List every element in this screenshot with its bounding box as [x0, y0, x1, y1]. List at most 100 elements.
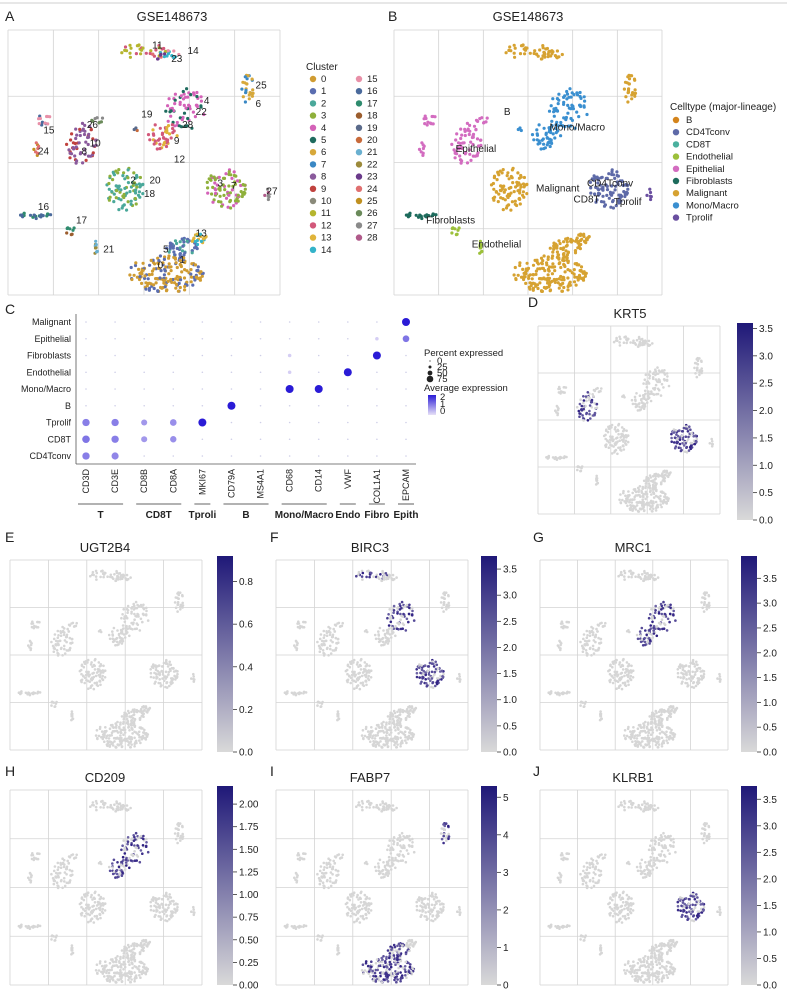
panel-g-cell-point	[587, 639, 591, 643]
panel-e-cell-point	[161, 673, 165, 676]
panel-f-cell-point	[393, 743, 396, 747]
panel-g-cell-point	[585, 636, 589, 640]
panel-f-cell-point	[380, 746, 384, 749]
panel-b-map-label: Epithelial	[456, 144, 497, 155]
panel-d-cell-point	[580, 404, 584, 408]
panel-d-cell-point	[645, 401, 649, 404]
panel-d-cell-point	[670, 436, 673, 440]
panel-f-cell-point	[369, 676, 373, 679]
panel-f-cell-point	[351, 673, 354, 677]
panel-c-row-label: Endothelial	[26, 367, 71, 377]
panel-c-bg-dot	[201, 371, 204, 374]
panel-b-cell-point	[512, 43, 516, 47]
panel-e-cell-point	[133, 742, 136, 746]
panel-d-cell-point	[648, 370, 652, 373]
panel-e-cell-point	[63, 647, 66, 651]
panel-d-cell-point	[644, 373, 648, 377]
panel-e-cell-point	[145, 606, 148, 610]
panel-f-cell-point	[430, 677, 434, 680]
panel-g-cell-point	[657, 720, 661, 724]
panel-b-cell-point	[504, 51, 508, 55]
panel-e-cell-point	[118, 572, 122, 575]
panel-f-cell-point	[407, 620, 410, 624]
panel-g-cell-point	[657, 710, 661, 714]
panel-a-cell-point	[116, 185, 121, 189]
panel-d-cell-point	[633, 395, 637, 399]
panel-a-cell-point	[107, 187, 111, 191]
panel-b-cell-point	[528, 51, 532, 55]
panel-h-cell-point	[100, 800, 104, 803]
panel-e-cell-point	[160, 669, 164, 673]
panel-f-cell-point	[404, 629, 408, 632]
panel-h-cell-point	[123, 852, 127, 855]
panel-a-cell-point	[180, 237, 184, 241]
panel-b-cell-point	[537, 139, 541, 143]
panel-b-cell-point	[564, 118, 568, 122]
panel-e-cell-point	[129, 576, 132, 579]
panel-f-cell-point	[372, 740, 375, 743]
panel-a-cell-point	[243, 191, 247, 195]
panel-a-cluster-label: 28	[182, 120, 194, 131]
panel-h-cell-point	[137, 836, 141, 839]
panel-b-cell-point	[582, 105, 586, 109]
panel-a-cell-point	[177, 281, 181, 285]
panel-f-cell-point	[388, 726, 392, 729]
panel-d-cell-point	[582, 399, 586, 402]
panel-f-cell-point	[364, 679, 368, 683]
panel-a-cell-point	[175, 265, 179, 270]
panel-f-cell-point	[395, 576, 398, 579]
panel-a-cell-point	[222, 193, 226, 197]
panel-b-cell-point	[568, 280, 572, 284]
panel-f-cell-point	[447, 601, 451, 605]
panel-c-dot	[169, 419, 177, 426]
panel-a-cell-point	[69, 138, 73, 142]
panel-d-cell-point	[659, 482, 663, 486]
panel-g-cell-point	[566, 690, 569, 694]
panel-f-cell-point	[356, 678, 360, 682]
panel-e-cell-point	[95, 571, 99, 575]
panel-f-cell-point	[434, 660, 438, 664]
panel-b-cell-point	[468, 148, 472, 152]
panel-a-cell-point	[178, 246, 182, 250]
panel-a-cell-point	[119, 188, 123, 192]
panel-f-cell-point	[382, 731, 386, 734]
panel-b-legend-swatch	[672, 165, 680, 172]
panel-d-colorbar-label: 0.0	[759, 516, 773, 527]
panel-a-cell-point	[70, 132, 74, 136]
panel-b-cell-point	[604, 176, 608, 180]
panel-g-cell-point	[669, 603, 672, 607]
panel-d-cell-point	[679, 449, 683, 453]
panel-h-cell-point	[133, 850, 136, 853]
panel-c-gene-label: CD79A	[226, 469, 236, 498]
panel-d-cell-point	[680, 434, 684, 438]
panel-f-cell-point	[404, 710, 408, 713]
panel-f-cell-point	[458, 677, 461, 681]
panel-a-cell-point	[195, 232, 199, 236]
panel-h-cell-point	[95, 802, 99, 805]
panel-a-cell-point	[178, 102, 182, 106]
panel-d-cell-point	[599, 389, 602, 393]
panel-a-cell-point	[195, 247, 199, 251]
panel-g-cell-point	[640, 736, 644, 740]
panel-g-cell-point	[687, 669, 691, 673]
panel-c-gene-label: CD3D	[81, 469, 91, 494]
panel-a-cell-point	[231, 184, 235, 188]
panel-a-cell-point	[175, 274, 179, 279]
panel-b-cell-point	[518, 202, 522, 206]
panel-a-cell-point	[172, 109, 176, 113]
panel-a-cell-point	[215, 183, 219, 187]
panel-a-legend-label: 21	[367, 147, 378, 158]
panel-e-cell-point	[98, 674, 102, 677]
panel-d-cell-point	[698, 373, 701, 377]
panel-b-cell-point	[566, 284, 570, 289]
panel-letter-G: G	[533, 529, 544, 545]
panel-g-cell-point	[657, 724, 661, 727]
panel-f-cell-point	[382, 736, 385, 740]
panel-e-cell-point	[101, 674, 104, 678]
panel-a-legend-label: 26	[367, 208, 378, 219]
panel-h-cell-point	[133, 859, 137, 862]
panel-a-cell-point	[168, 265, 172, 269]
panel-g-cell-point	[619, 570, 623, 574]
panel-g-cell-point	[590, 630, 594, 634]
panel-e-cell-point	[127, 743, 130, 747]
